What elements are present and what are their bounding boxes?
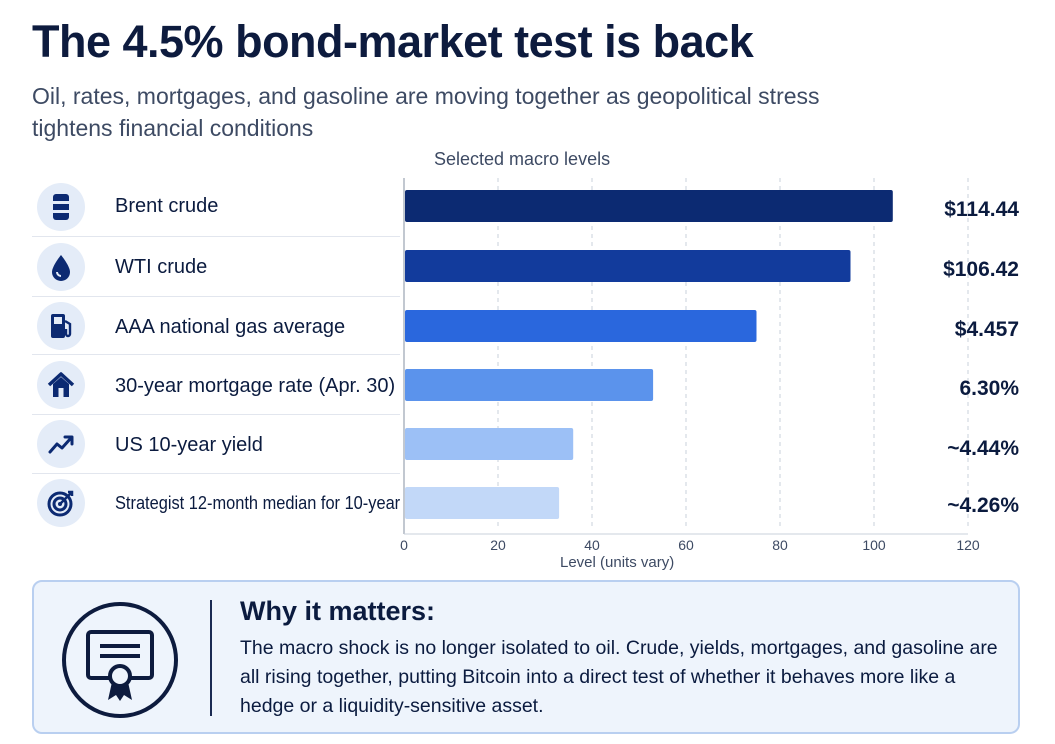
row-value-gas: $4.457 [954, 318, 1019, 341]
bar [405, 487, 560, 519]
chart-title: Selected macro levels [434, 149, 611, 169]
bar-chart: 0 20 40 60 80 100 120 [400, 178, 980, 553]
trend-up-icon [37, 420, 85, 468]
x-tick-label: 20 [490, 537, 506, 553]
bar [405, 310, 757, 342]
row-label-gas: AAA national gas average [115, 316, 346, 338]
row-label-wti: WTI crude [115, 256, 208, 278]
row-divider [32, 296, 400, 297]
callout-divider [210, 600, 212, 716]
x-axis-title: Level (units vary) [560, 554, 675, 571]
why-it-matters-callout: Why it matters: The macro shock is no lo… [32, 580, 1020, 734]
callout-heading: Why it matters: [240, 596, 436, 626]
bar [405, 428, 574, 460]
oil-barrel-icon [37, 183, 85, 231]
row-value-wti: $106.42 [943, 258, 1019, 281]
row-value-brent: $114.44 [944, 198, 1019, 221]
row-label-brent: Brent crude [115, 195, 219, 217]
oil-drop-icon [37, 243, 85, 291]
target-icon [37, 479, 85, 527]
gas-pump-icon [37, 302, 85, 350]
x-tick-label: 40 [584, 537, 600, 553]
x-tick-label: 60 [678, 537, 694, 553]
bar [405, 190, 893, 222]
x-tick-label: 80 [772, 537, 788, 553]
row-divider [32, 414, 400, 415]
x-tick-label: 120 [956, 537, 980, 553]
row-divider [32, 236, 400, 237]
row-label-mortgage: 30-year mortgage rate (Apr. 30) [115, 375, 396, 397]
x-tick-label: 100 [862, 537, 886, 553]
row-divider [32, 354, 400, 355]
row-value-mortgage: 6.30% [959, 377, 1019, 400]
page-title: The 4.5% bond-market test is back [32, 16, 754, 67]
page-subtitle: Oil, rates, mortgages, and gasoline are … [32, 83, 820, 141]
row-value-10yr: ~4.44% [947, 437, 1019, 460]
row-divider [32, 473, 400, 474]
x-tick-label: 0 [400, 537, 408, 553]
row-label-strategist: Strategist 12-month median for 10-year [115, 493, 401, 513]
house-icon [37, 361, 85, 409]
row-value-strategist: ~4.26% [947, 494, 1019, 517]
row-label-10yr: US 10-year yield [115, 434, 263, 456]
bar [405, 250, 851, 282]
bar [405, 369, 654, 401]
callout-body: The macro shock is no longer isolated to… [240, 637, 998, 717]
certificate-icon [60, 600, 180, 720]
